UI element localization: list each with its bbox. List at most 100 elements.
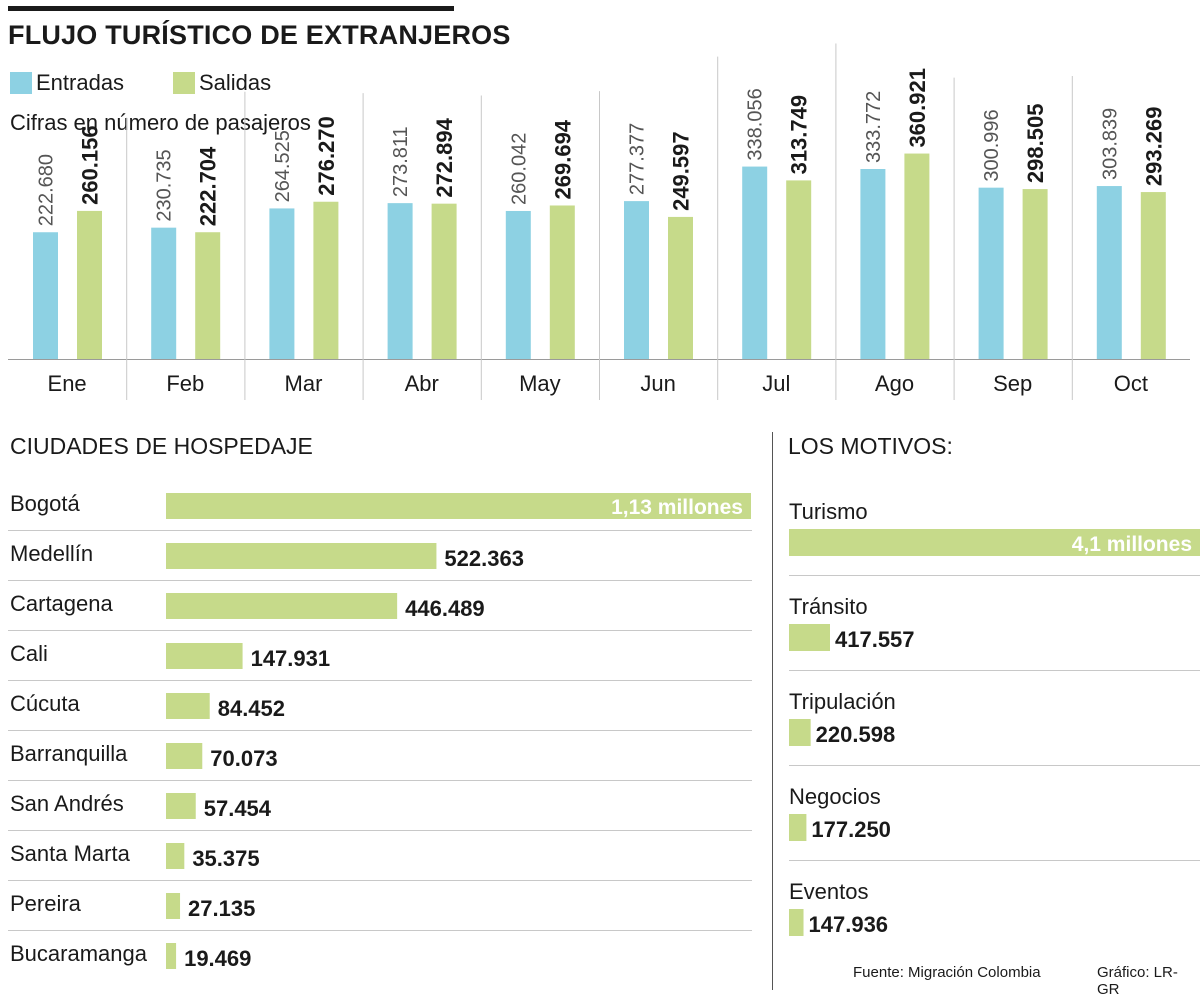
chart-subtitle: Cifras en número de pasajeros [10,110,311,135]
month-label-ago: Ago [875,371,914,396]
label-entradas-ago: 333.772 [863,91,885,163]
label-salidas-may: 269.694 [550,119,575,199]
label-entradas-abr: 273.811 [390,126,412,197]
motive-value-turismo: 4,1 millones [1072,533,1192,556]
label-salidas-oct: 293.269 [1141,107,1166,187]
motive-bar-eventos [789,909,804,936]
bar-entradas-ene [33,232,58,359]
label-entradas-mar: 264.525 [272,130,294,202]
bar-entradas-feb [151,227,177,359]
city-bar-bogotá [166,493,751,519]
city-value-medellín: 522.363 [444,546,524,571]
city-value-bogotá: 1,13 millones [611,496,743,519]
label-salidas-ago: 360.921 [905,68,930,148]
bar-salidas-may [549,205,575,359]
bar-salidas-abr [431,203,457,359]
page-title: FLUJO TURÍSTICO DE EXTRANJEROS [8,20,511,50]
bar-salidas-ago [904,153,930,359]
cities-title: CIUDADES DE HOSPEDAJE [10,433,313,459]
city-value-san-andrés: 57.454 [204,796,272,821]
city-value-pereira: 27.135 [188,896,255,921]
bar-entradas-sep [978,187,1004,359]
label-entradas-jun: 277.377 [627,123,649,195]
bar-entradas-ago [860,169,886,359]
legend-swatch-salidas [173,72,195,94]
bar-entradas-jul [742,166,768,359]
legend-salidas: Salidas [173,70,271,96]
legend-label-entradas: Entradas [36,70,125,95]
label-entradas-jul: 338.056 [745,88,767,160]
motive-bar-negocios [789,814,807,841]
motive-name-eventos: Eventos [789,879,869,904]
city-bar-cúcuta [166,693,210,719]
label-salidas-mar: 276.270 [314,116,339,196]
motive-name-negocios: Negocios [789,784,881,809]
bar-entradas-jun [624,201,649,359]
city-bar-pereira [166,893,181,919]
motive-value-eventos: 147.936 [809,912,889,937]
motive-bar-tránsito [789,624,830,651]
city-bar-san-andrés [166,793,196,819]
city-bar-barranquilla [166,743,203,769]
city-name-cartagena: Cartagena [10,591,114,616]
city-value-cali: 147.931 [251,646,331,671]
city-value-bucaramanga: 19.469 [184,946,251,971]
label-salidas-jun: 249.597 [669,131,694,211]
city-name-medellín: Medellín [10,541,93,566]
motive-bar-turismo [789,529,1200,556]
city-value-barranquilla: 70.073 [210,746,277,771]
label-entradas-feb: 230.735 [154,149,176,221]
motive-value-negocios: 177.250 [811,817,891,842]
month-label-abr: Abr [405,371,439,396]
month-label-mar: Mar [285,371,323,396]
city-bar-bucaramanga [166,943,177,969]
legend-swatch-entradas [10,72,32,94]
bar-salidas-mar [313,201,339,359]
city-value-santa-marta: 35.375 [192,846,259,871]
motive-name-tripulación: Tripulación [789,689,896,714]
city-name-bucaramanga: Bucaramanga [10,941,148,966]
bar-salidas-oct [1140,192,1166,359]
label-salidas-sep: 298.505 [1023,104,1048,184]
motive-name-turismo: Turismo [789,499,868,524]
legend-entradas: Entradas [10,70,124,96]
month-label-jul: Jul [762,371,790,396]
title-rule [8,6,454,11]
motive-bar-tripulación [789,719,811,746]
label-entradas-may: 260.042 [508,133,530,205]
bar-entradas-abr [387,203,413,359]
city-bar-medellín [166,543,437,569]
bar-entradas-may [505,210,531,359]
motive-value-tripulación: 220.598 [816,722,896,747]
motive-name-tránsito: Tránsito [789,594,868,619]
month-label-oct: Oct [1114,371,1148,396]
city-name-santa-marta: Santa Marta [10,841,131,866]
bar-entradas-oct [1096,186,1122,359]
city-name-pereira: Pereira [10,891,82,916]
city-bar-cali [166,643,243,669]
bar-salidas-ene [77,210,102,359]
city-name-san-andrés: San Andrés [10,791,124,816]
label-entradas-oct: 303.839 [1099,108,1121,180]
source-note: Fuente: Migración Colombia [853,964,1041,981]
month-label-ene: Ene [48,371,87,396]
legend-label-salidas: Salidas [199,70,272,95]
month-label-sep: Sep [993,371,1032,396]
label-salidas-jul: 313.749 [787,95,812,175]
bar-salidas-jul [786,180,812,359]
bar-salidas-jun [668,216,693,359]
city-bar-cartagena [166,593,398,619]
city-name-bogotá: Bogotá [10,491,80,516]
motive-value-tránsito: 417.557 [835,627,915,652]
city-name-cúcuta: Cúcuta [10,691,80,716]
bar-salidas-sep [1022,189,1048,359]
label-salidas-abr: 272.894 [432,117,457,197]
city-name-barranquilla: Barranquilla [10,741,128,766]
city-value-cúcuta: 84.452 [218,696,285,721]
month-label-may: May [519,371,561,396]
bar-entradas-mar [269,208,295,359]
motives-title: LOS MOTIVOS: [788,433,953,459]
month-label-jun: Jun [640,371,675,396]
month-label-feb: Feb [166,371,204,396]
